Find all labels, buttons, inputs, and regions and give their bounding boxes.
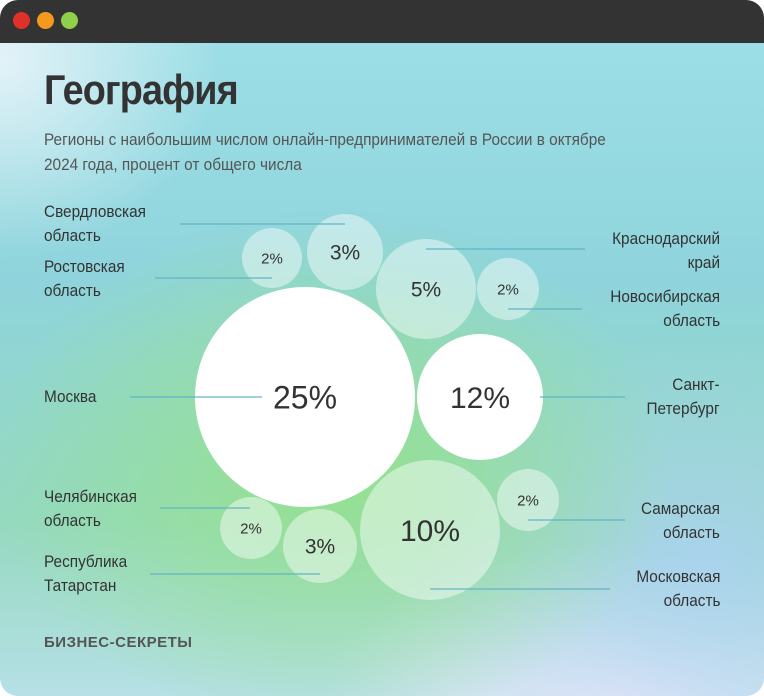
region-label: Москва xyxy=(44,388,97,406)
bubble-value-label: 2% xyxy=(261,250,283,267)
bubble xyxy=(220,497,282,559)
maximize-button[interactable] xyxy=(61,12,78,29)
bubble-value-label: 3% xyxy=(330,242,360,265)
region-label: Самарская область xyxy=(641,500,720,542)
bubble xyxy=(195,287,415,507)
region-label: Санкт- Петербург xyxy=(646,376,720,418)
region-label: Республика Татарстан xyxy=(44,553,128,595)
bubble-value-label: 2% xyxy=(517,492,539,509)
bubble-value-label: 5% xyxy=(411,279,441,302)
bubble xyxy=(376,239,476,339)
bubble-value-label: 2% xyxy=(240,520,262,537)
region-label: Краснодарский край xyxy=(612,230,720,272)
brand-logo: БИЗНЕС-СЕКРЕТЫ xyxy=(44,634,193,651)
region-label: Московская область xyxy=(635,568,720,610)
region-label: Новосибирская область xyxy=(610,288,720,330)
page-title: География xyxy=(44,66,239,113)
page-subtitle: Регионы с наибольшим числом онлайн-предп… xyxy=(44,131,606,174)
bubble-value-label: 3% xyxy=(305,536,335,559)
bubble xyxy=(360,460,500,600)
region-label: Свердловская область xyxy=(44,203,146,245)
bubble-value-label: 25% xyxy=(273,380,337,416)
bubble xyxy=(477,258,539,320)
minimize-button[interactable] xyxy=(37,12,54,29)
bubble-value-label: 2% xyxy=(497,281,519,298)
region-label: Ростовская область xyxy=(44,258,125,300)
close-button[interactable] xyxy=(13,12,30,29)
bubble-value-label: 10% xyxy=(400,515,460,548)
bubble xyxy=(307,214,383,290)
bubble xyxy=(242,228,302,288)
region-label: Челябинская область xyxy=(44,488,137,530)
bubble xyxy=(497,469,559,531)
bubble-value-label: 12% xyxy=(450,382,510,415)
bubble xyxy=(283,509,357,583)
title-bar xyxy=(0,0,764,43)
bubble xyxy=(417,334,543,460)
